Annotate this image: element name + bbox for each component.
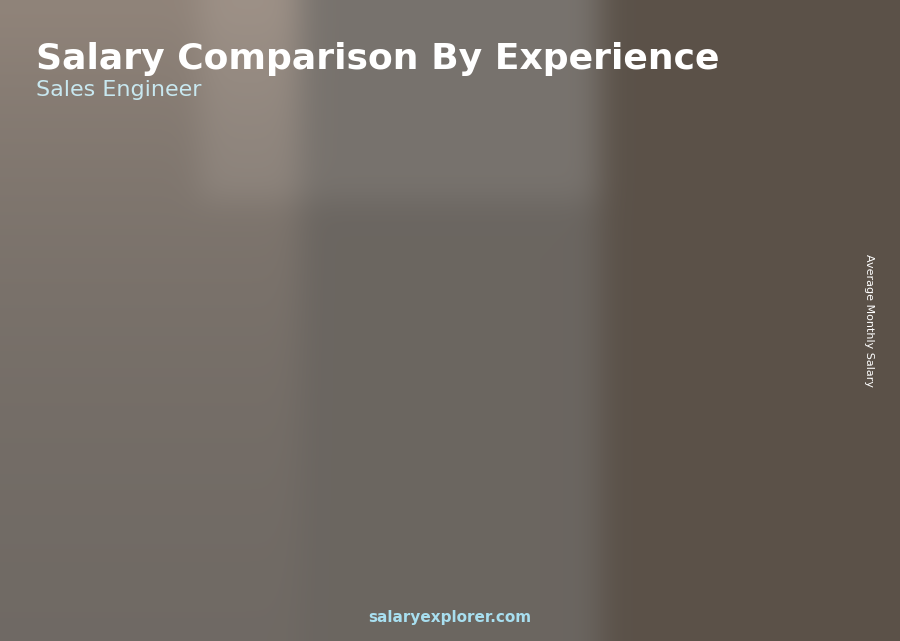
Text: 0 SDG: 0 SDG — [211, 387, 258, 401]
Polygon shape — [78, 460, 161, 467]
Text: 2 to 5: 2 to 5 — [205, 578, 264, 595]
Text: < 2 Years: < 2 Years — [72, 578, 167, 595]
Polygon shape — [537, 265, 608, 564]
Text: +nan%: +nan% — [114, 356, 191, 374]
Text: 0 SDG: 0 SDG — [440, 279, 488, 292]
Text: +nan%: +nan% — [344, 247, 420, 266]
Text: 10 to 15: 10 to 15 — [422, 578, 506, 595]
Text: 0 SDG: 0 SDG — [555, 240, 602, 254]
Text: 20+ Years: 20+ Years — [643, 578, 744, 595]
Polygon shape — [78, 467, 149, 564]
Polygon shape — [652, 221, 734, 228]
Polygon shape — [423, 297, 505, 303]
Text: 0 SDG: 0 SDG — [326, 333, 373, 347]
Polygon shape — [494, 297, 505, 564]
Polygon shape — [724, 26, 762, 93]
Text: Salary Comparison By Experience: Salary Comparison By Experience — [36, 42, 719, 76]
Polygon shape — [265, 406, 275, 564]
Polygon shape — [149, 460, 161, 564]
Polygon shape — [724, 221, 734, 564]
Text: Average Monthly Salary: Average Monthly Salary — [863, 254, 874, 387]
Polygon shape — [724, 71, 828, 93]
Text: Sales Engineer: Sales Engineer — [36, 80, 202, 100]
Text: +nan%: +nan% — [573, 171, 650, 190]
Text: 0 SDG: 0 SDG — [670, 203, 717, 217]
Polygon shape — [194, 412, 265, 564]
Polygon shape — [423, 303, 494, 564]
Polygon shape — [379, 351, 391, 564]
Polygon shape — [537, 259, 620, 265]
Polygon shape — [608, 259, 620, 564]
Polygon shape — [308, 351, 391, 358]
Polygon shape — [652, 228, 724, 564]
Text: salaryexplorer.com: salaryexplorer.com — [368, 610, 532, 625]
Text: +nan%: +nan% — [229, 301, 305, 320]
Polygon shape — [308, 358, 379, 564]
Text: 15 to 20: 15 to 20 — [537, 578, 620, 595]
Text: 5 to 10: 5 to 10 — [314, 578, 384, 595]
Polygon shape — [194, 406, 275, 412]
Polygon shape — [724, 48, 828, 71]
Text: +nan%: +nan% — [458, 209, 536, 228]
Text: 0 SDG: 0 SDG — [96, 442, 143, 456]
Polygon shape — [724, 26, 828, 48]
